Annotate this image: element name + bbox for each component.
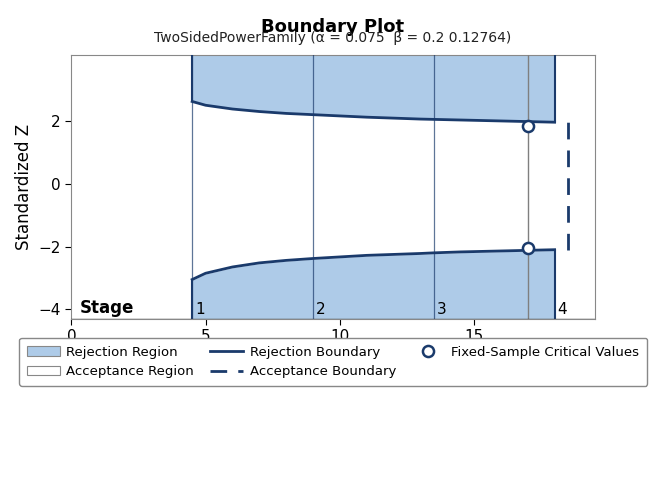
Polygon shape — [192, 55, 555, 122]
Text: 4: 4 — [557, 302, 567, 317]
Text: TwoSidedPowerFamily (α = 0.075  β = 0.2 0.12764): TwoSidedPowerFamily (α = 0.075 β = 0.2 0… — [155, 31, 511, 45]
Text: 2: 2 — [316, 302, 325, 317]
Legend: Rejection Region, Acceptance Region, Rejection Boundary, Acceptance Boundary, Fi: Rejection Region, Acceptance Region, Rej… — [19, 338, 647, 386]
Y-axis label: Standardized Z: Standardized Z — [15, 124, 33, 250]
Text: 3: 3 — [436, 302, 446, 317]
Text: 1: 1 — [195, 302, 204, 317]
Text: Boundary Plot: Boundary Plot — [262, 18, 404, 36]
Polygon shape — [192, 250, 555, 319]
X-axis label: Information: Information — [285, 350, 381, 368]
Text: Stage: Stage — [79, 299, 134, 317]
